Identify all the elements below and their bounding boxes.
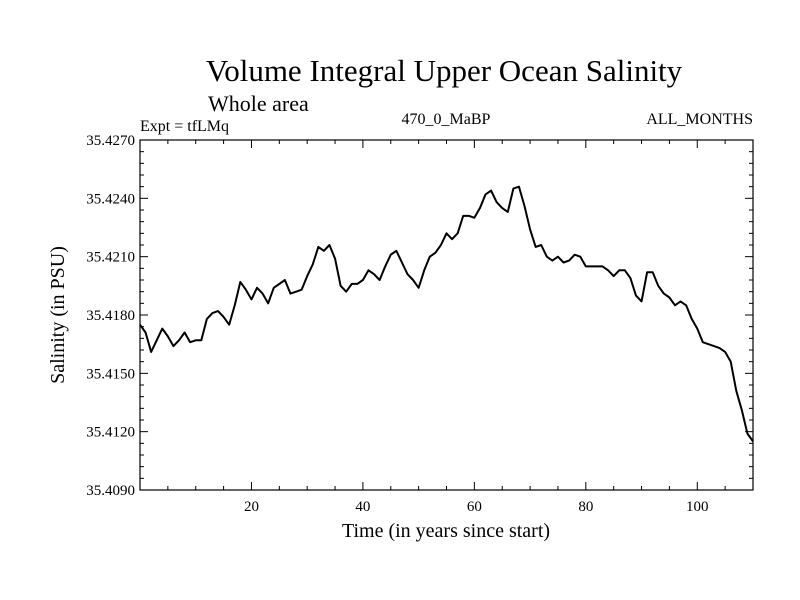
x-tick-label: 80 — [578, 499, 593, 515]
y-tick-label: 35.4270 — [86, 133, 135, 149]
y-axis-label: Salinity (in PSU) — [47, 246, 69, 384]
x-axis-label: Time (in years since start) — [342, 520, 550, 542]
center-label: 470_0_MaBP — [402, 111, 491, 128]
experiment-label: Expt = tfLMq — [140, 118, 229, 135]
x-tick-label: 20 — [244, 499, 259, 515]
y-tick-label: 35.4180 — [86, 308, 135, 324]
y-axis: 35.4090 35.4120 35.4150 35.4180 35.4210 35.42… — [86, 133, 753, 499]
chart-subtitle: Whole area — [208, 91, 309, 116]
x-tick-label: 40 — [355, 499, 370, 515]
y-tick-label: 35.4210 — [86, 250, 135, 266]
x-tick-label: 100 — [686, 499, 709, 515]
y-tick-label: 35.4240 — [86, 191, 135, 207]
salinity-series-line — [139, 185, 754, 442]
chart-title: Volume Integral Upper Ocean Salinity — [206, 53, 683, 88]
right-label: ALL_MONTHS — [646, 111, 753, 128]
y-tick-label: 35.4120 — [86, 425, 135, 441]
y-tick-label: 35.4090 — [86, 483, 135, 499]
x-axis: 20 40 60 80 100 — [167, 140, 726, 515]
x-tick-label: 60 — [467, 499, 482, 515]
y-tick-label: 35.4150 — [86, 366, 135, 382]
